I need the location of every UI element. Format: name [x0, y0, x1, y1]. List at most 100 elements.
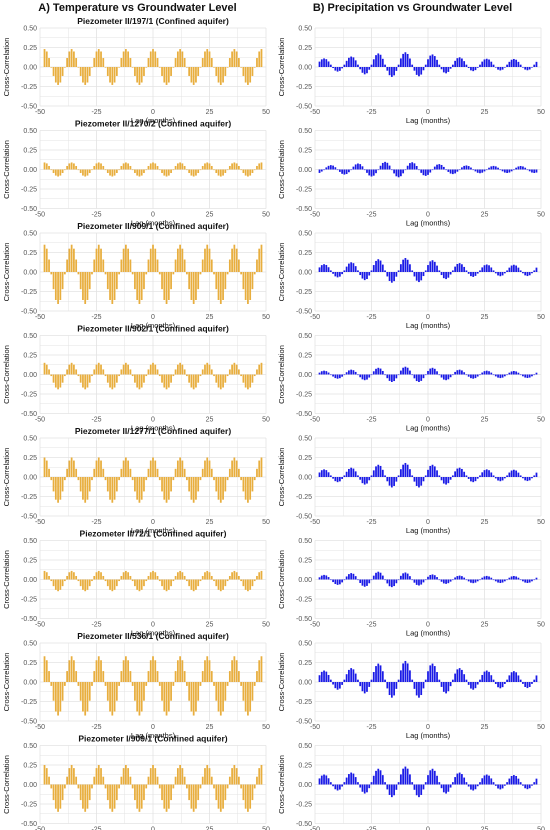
- bar-lag--40: [61, 169, 64, 174]
- bar-lag-25: [208, 768, 211, 785]
- x-tick-label: 25: [206, 622, 214, 629]
- bar-lag--7: [411, 679, 414, 682]
- bar-lag--18: [386, 272, 389, 277]
- x-tick-label: 25: [481, 724, 489, 731]
- bar-lag--36: [70, 162, 73, 170]
- bar-lag-46: [531, 579, 533, 582]
- bar-lag--5: [415, 165, 418, 170]
- bar-lag--29: [86, 784, 89, 809]
- bar-lag--4: [143, 682, 145, 701]
- x-axis-label: Lag (months): [131, 321, 176, 330]
- bar-lag-15: [461, 774, 463, 785]
- bar-lag--32: [354, 576, 357, 580]
- bar-lag-14: [458, 668, 461, 682]
- bar-lag--24: [97, 362, 100, 375]
- bar-lag--27: [91, 169, 93, 171]
- bar-lag-3: [433, 56, 436, 67]
- bar-lag--19: [109, 579, 111, 590]
- bar-lag-0: [152, 656, 154, 682]
- bar-lag-19: [470, 167, 472, 170]
- bar-lag--6: [413, 163, 416, 170]
- bar-lag-14: [458, 263, 461, 272]
- bar-lag--30: [359, 784, 362, 788]
- bar-lag--37: [343, 475, 346, 477]
- bar-lag-43: [524, 579, 527, 583]
- bar-lag-44: [251, 579, 254, 587]
- bar-lag-46: [531, 374, 533, 377]
- bar-lag--33: [352, 263, 355, 272]
- bar-lag--26: [93, 575, 96, 580]
- bar-lag--39: [338, 784, 341, 790]
- bar-lag--38: [66, 369, 69, 375]
- bar-lag--17: [388, 784, 391, 795]
- bar-lag--17: [113, 579, 116, 590]
- y-tick-label: -0.25: [296, 84, 312, 91]
- bar-lag-27: [213, 682, 215, 686]
- bar-lag--36: [70, 244, 73, 272]
- bar-lag-11: [451, 782, 454, 785]
- bar-lag--3: [420, 272, 423, 281]
- bar-lag-43: [249, 374, 252, 388]
- bar-lag-20: [197, 682, 200, 701]
- bar-lag--15: [118, 682, 120, 686]
- bar-lag--16: [390, 784, 393, 798]
- bar-lag-19: [195, 477, 197, 500]
- bar-lag--37: [343, 579, 346, 581]
- bar-lag-31: [222, 67, 224, 83]
- bar-lag-38: [237, 58, 240, 67]
- bar-lag-36: [508, 675, 511, 682]
- bar-lag--28: [363, 784, 366, 794]
- bar-lag-35: [231, 572, 233, 580]
- bar-lag--44: [327, 778, 330, 785]
- bar-lag--10: [129, 575, 132, 580]
- bar-lag-21: [474, 477, 477, 482]
- bar-lag--43: [329, 165, 332, 170]
- bar-lag-37: [235, 51, 238, 67]
- bar-lag-5: [163, 579, 166, 590]
- bar-lag--48: [318, 778, 321, 785]
- bar-lag--24: [97, 570, 100, 580]
- bar-lag--14: [395, 682, 398, 689]
- bar-lag--17: [388, 272, 391, 281]
- bar-lag-2: [431, 54, 434, 67]
- x-tick-label: 0: [426, 622, 430, 629]
- bar-lag-14: [183, 671, 186, 682]
- bar-lag--34: [75, 468, 78, 477]
- bar-lag-17: [190, 272, 193, 301]
- bar-lag-28: [215, 477, 218, 492]
- bar-lag-46: [256, 58, 258, 67]
- bar-lag-1: [429, 368, 432, 375]
- y-axis-label: Cross-Correlation: [2, 653, 11, 712]
- bar-lag-11: [451, 270, 454, 272]
- bar-lag-45: [253, 682, 256, 686]
- bar-lag--24: [97, 457, 100, 477]
- bar-lag--43: [329, 64, 332, 67]
- bar-lag-37: [235, 163, 238, 170]
- bar-lag--46: [323, 169, 325, 171]
- bar-lag-23: [479, 270, 481, 272]
- bar-lag--45: [50, 272, 53, 275]
- bar-lag-43: [249, 784, 252, 809]
- bar-lag--36: [70, 570, 73, 580]
- bar-lag-8: [170, 272, 172, 290]
- bar-lag-30: [219, 477, 222, 503]
- x-tick-label: -50: [35, 827, 45, 830]
- bar-lag--13: [122, 660, 125, 682]
- bar-lag--9: [406, 367, 409, 375]
- x-tick-label: -50: [35, 519, 45, 526]
- bar-lag-9: [447, 272, 450, 278]
- bar-lag-2: [431, 663, 434, 682]
- bar-lag-42: [247, 67, 249, 85]
- bar-lag--47: [320, 265, 323, 272]
- x-tick-label: 0: [426, 109, 430, 116]
- bar-lag--47: [45, 572, 48, 580]
- bar-lag-3: [433, 166, 436, 170]
- bar-lag--46: [323, 670, 325, 682]
- bar-lag-15: [186, 477, 188, 481]
- x-tick-label: -50: [35, 212, 45, 219]
- bar-lag-4: [436, 371, 438, 375]
- bar-lag-2: [156, 369, 159, 375]
- bar-lag--32: [354, 371, 357, 375]
